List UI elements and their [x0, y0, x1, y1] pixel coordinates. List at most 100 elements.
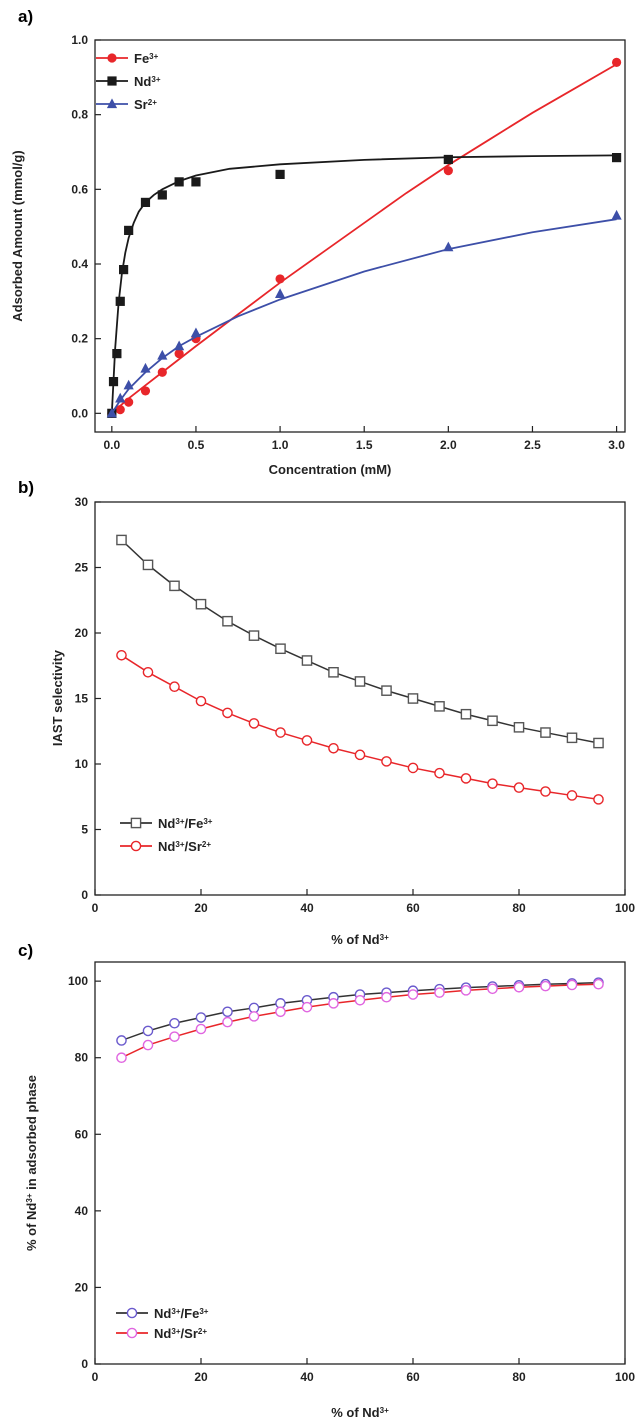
data-point: [124, 225, 134, 235]
series-line: [120, 539, 599, 744]
x-tick-label: 80: [512, 901, 526, 915]
data-point: [140, 362, 151, 373]
data-point: [142, 1039, 154, 1051]
data-point: [513, 782, 525, 793]
data-point: [169, 681, 180, 693]
data-point: [354, 676, 366, 687]
data-point: [460, 985, 472, 996]
legend-marker: [106, 98, 118, 109]
data-point: [301, 735, 313, 746]
panel-label: a): [18, 7, 33, 26]
y-tick-label: 5: [81, 823, 88, 837]
x-tick-label: 60: [406, 901, 420, 915]
legend-marker: [107, 76, 117, 86]
data-point: [222, 615, 233, 627]
y-tick-label: 20: [75, 1280, 89, 1294]
y-tick-label: 1.0: [71, 33, 88, 47]
panel-a: a) 0.0 0.5 1.0 1.5 2.0 2.5 3.0 0.0 0.2 0.4 0.6 0.8 1.…: [10, 7, 626, 477]
fit-line: [110, 154, 617, 414]
fit-line: [111, 63, 618, 415]
legend-entry: Fe3+: [134, 51, 159, 66]
y-axis-label: IAST selectivity: [50, 649, 65, 746]
series-0: [107, 57, 622, 418]
y-tick-label: 0.2: [71, 332, 88, 346]
data-point: [443, 241, 454, 252]
panel-label: c): [18, 941, 33, 960]
data-point: [611, 57, 622, 67]
data-point: [611, 209, 622, 220]
data-point: [540, 727, 551, 738]
data-point: [142, 559, 154, 571]
data-point: [140, 386, 151, 396]
data-point: [157, 190, 167, 200]
data-point: [106, 407, 117, 418]
panel-b: b) 0 20 40 60 80 100 0 5 10 15 20 25 30 % of Nd3+ IAST …: [18, 478, 635, 947]
data-point: [460, 773, 472, 784]
data-point: [460, 708, 472, 720]
legend-entry: Nd3+/Fe3+: [158, 816, 213, 831]
data-point: [157, 367, 167, 377]
y-tick-label: 30: [75, 495, 89, 509]
y-tick-label: 0.8: [71, 108, 88, 122]
y-tick-label: 0: [81, 888, 88, 902]
data-point: [328, 742, 339, 754]
data-point: [566, 732, 578, 744]
legend-entry: Nd3+: [134, 74, 161, 89]
data-point: [354, 749, 366, 761]
x-tick-label: 80: [512, 1370, 526, 1384]
data-point: [169, 1017, 180, 1029]
panel-c: c) 0 20 40 60 80 100 0 20 40 60 80 100 % of Nd3+ % of …: [18, 941, 635, 1420]
x-tick-label: 2.0: [440, 438, 457, 452]
data-point: [119, 265, 129, 275]
data-point: [593, 978, 604, 990]
data-point: [443, 154, 453, 165]
y-tick-label: 0.4: [71, 257, 88, 271]
data-point: [222, 707, 233, 719]
fit-line: [111, 218, 617, 414]
data-point: [301, 655, 313, 666]
data-point: [191, 177, 201, 187]
data-point: [381, 991, 392, 1003]
legend-marker: [126, 1307, 138, 1319]
data-point: [112, 349, 122, 359]
series-0: [116, 977, 604, 1046]
x-tick-label: 60: [406, 1370, 420, 1384]
legend: Nd3+/Fe3+ Nd3+/Sr2+: [116, 1306, 209, 1341]
x-tick-label: 40: [300, 901, 314, 915]
data-point: [328, 998, 339, 1009]
data-point: [487, 715, 498, 727]
data-point: [434, 767, 445, 779]
y-axis-label: % of Nd3+ in adsorbed phase: [24, 1075, 39, 1251]
data-point: [115, 296, 125, 306]
x-axis-label: % of Nd3+: [331, 1405, 389, 1420]
data-point: [142, 667, 154, 678]
legend-entry: Nd3+/Fe3+: [154, 1306, 209, 1321]
data-point: [140, 197, 151, 207]
data-point: [108, 377, 119, 387]
series-1: [116, 978, 604, 1064]
y-tick-label: 0.0: [71, 406, 88, 420]
data-point: [195, 695, 207, 707]
series-1: [107, 153, 622, 418]
x-tick-label: 0: [92, 901, 99, 915]
plot-frame: [94, 961, 626, 1365]
data-point: [195, 1023, 207, 1035]
data-point: [513, 981, 525, 993]
series-1: [116, 649, 604, 805]
data-point: [195, 598, 207, 610]
data-point: [407, 762, 419, 774]
data-point: [487, 983, 498, 995]
data-point: [123, 379, 134, 390]
y-tick-label: 20: [75, 626, 89, 640]
legend: Fe3+ Nd3+ Sr2+: [96, 51, 161, 112]
data-point: [487, 778, 498, 789]
data-point: [434, 987, 445, 998]
x-tick-label: 100: [615, 901, 635, 915]
x-tick-label: 100: [615, 1370, 635, 1384]
legend-marker: [130, 840, 142, 852]
series-2: [106, 209, 622, 418]
data-point: [566, 979, 578, 991]
x-tick-label: 20: [194, 1370, 208, 1384]
legend: Nd3+/Fe3+ Nd3+/Sr2+: [120, 816, 213, 854]
data-point: [275, 727, 286, 738]
